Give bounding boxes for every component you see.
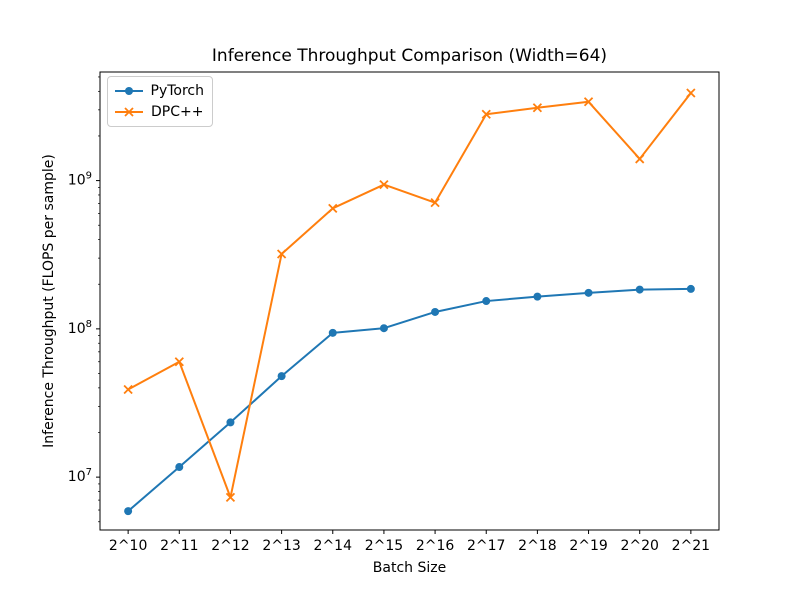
x-tick-label: 2^13 [262, 538, 300, 554]
marker-x [481, 109, 491, 119]
marker-circle [124, 507, 133, 516]
x-tick-label: 2^20 [620, 538, 658, 554]
x-tick-label: 2^10 [109, 538, 147, 554]
marker-circle [175, 463, 184, 472]
marker-x [174, 357, 184, 367]
x-tick-label: 2^18 [518, 538, 556, 554]
marker-x [123, 384, 133, 395]
marker-circle [226, 418, 235, 427]
y-tick-label: 109 [68, 171, 92, 189]
marker-x [430, 198, 440, 208]
chart-title: Inference Throughput Comparison (Width=6… [211, 46, 608, 66]
x-tick-label: 2^17 [467, 538, 505, 554]
marker-circle [379, 324, 388, 333]
legend: PyTorch DPC++ [107, 76, 213, 127]
marker-x [276, 249, 287, 259]
x-tick-label: 2^19 [569, 538, 607, 554]
marker-circle [277, 372, 286, 381]
x-tick-label: 2^14 [314, 538, 353, 554]
marker-circle [431, 307, 440, 316]
y-axis-label: Inference Throughput (FLOPS per sample) [41, 154, 57, 448]
marker-x [583, 97, 594, 107]
legend-label: PyTorch [150, 83, 204, 99]
marker-x [532, 103, 543, 113]
legend-item: PyTorch [114, 82, 204, 100]
marker-circle [686, 284, 695, 293]
marker-circle [635, 285, 644, 294]
x-tick-label: 2^15 [365, 538, 403, 554]
x-axis-label: Batch Size [372, 560, 447, 576]
marker-circle [328, 328, 337, 337]
axes-spines [99, 71, 720, 531]
legend-item: DPC++ [114, 103, 204, 121]
marker-circle [533, 292, 542, 301]
marker-circle [584, 288, 593, 297]
series-line-pytorch [127, 287, 691, 512]
marker-x [635, 154, 645, 164]
y-tick-label: 108 [68, 319, 92, 337]
legend-label: DPC++ [151, 104, 204, 120]
marker-x [328, 203, 338, 213]
series-line-dpc++ [127, 92, 692, 499]
marker-x [686, 88, 696, 98]
x-tick-label: 2^11 [160, 538, 198, 554]
marker-circle [482, 297, 491, 306]
marker-x [379, 179, 389, 190]
marker-x [225, 492, 236, 503]
x-tick-label: 2^12 [211, 538, 249, 554]
x-tick-label: 2^21 [672, 538, 710, 554]
x-tick-label: 2^16 [416, 538, 455, 554]
legend-marker-circle-icon [115, 87, 143, 95]
y-tick-label: 107 [68, 467, 92, 485]
legend-marker-x-icon [115, 107, 143, 117]
